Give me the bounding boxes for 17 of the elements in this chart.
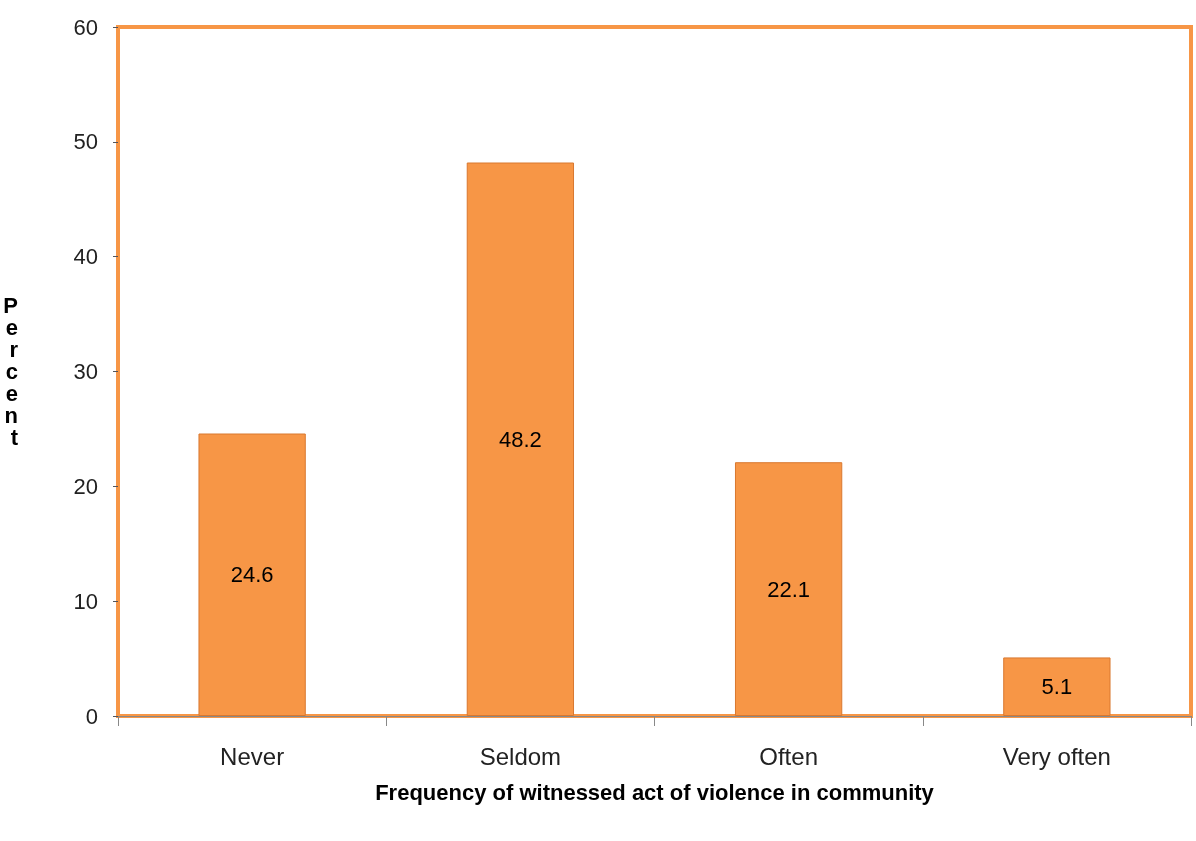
data-label: 48.2: [498, 426, 542, 452]
data-label: 24.6: [230, 562, 274, 588]
y-axis-title: Percent: [3, 293, 19, 450]
data-label: 5.1: [1041, 674, 1073, 700]
y-tick-label: 30: [73, 359, 98, 384]
x-tick-label: Very often: [1002, 742, 1111, 770]
y-tick-label: 50: [73, 129, 98, 155]
x-tick-label: Often: [759, 742, 818, 770]
x-tick-label: Seldom: [479, 742, 562, 770]
y-tick-label: 40: [73, 244, 98, 270]
y-tick-label: 10: [73, 588, 98, 614]
y-tick-label: 0: [85, 703, 98, 729]
x-axis-title: Frequency of witnessed act of violence in community: [375, 779, 935, 805]
y-tick-label: 20: [73, 473, 98, 499]
data-label: 22.1: [767, 576, 811, 602]
x-tick-label: Never: [220, 742, 285, 770]
y-tick-label: 60: [73, 14, 98, 40]
